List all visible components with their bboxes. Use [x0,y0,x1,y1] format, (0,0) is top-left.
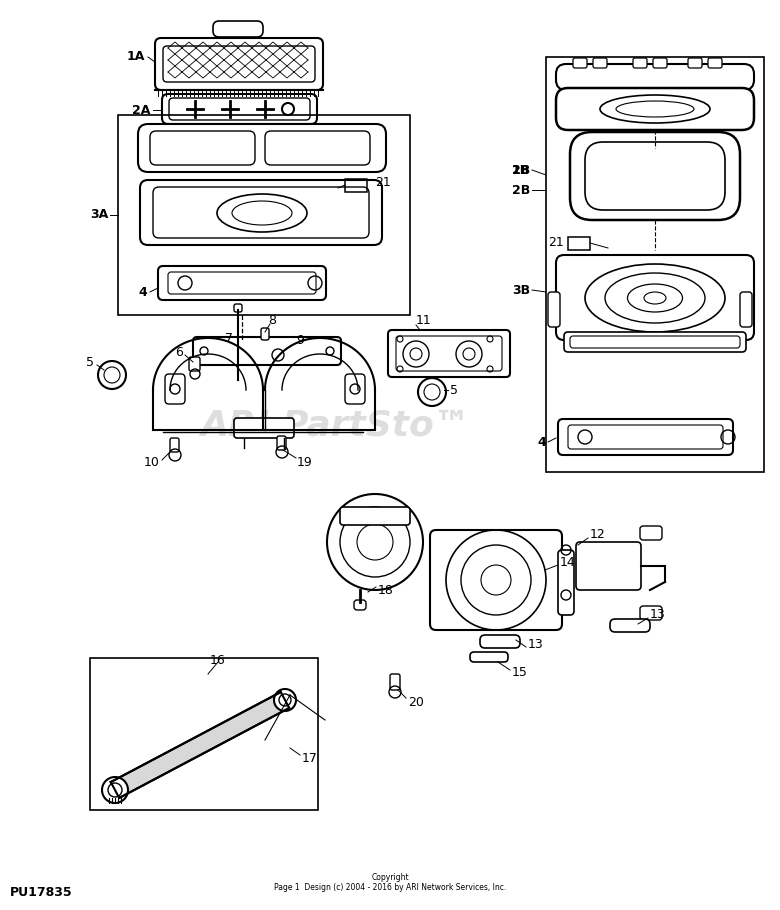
Text: 15: 15 [512,665,528,679]
Text: 11: 11 [416,314,432,327]
Text: 4: 4 [537,436,546,449]
Circle shape [274,689,296,711]
Text: 8: 8 [268,314,276,327]
Text: 1B: 1B [512,164,530,177]
Text: 9: 9 [296,333,304,347]
Text: 3B: 3B [512,284,530,297]
FancyBboxPatch shape [388,330,510,377]
FancyBboxPatch shape [234,418,294,438]
Text: 4: 4 [138,286,147,298]
Text: 5: 5 [86,356,94,369]
FancyBboxPatch shape [158,266,326,300]
Bar [90,658,318,810]
Text: 14: 14 [560,555,576,569]
FancyBboxPatch shape [189,357,200,371]
FancyBboxPatch shape [610,619,650,632]
FancyBboxPatch shape [558,419,733,455]
FancyBboxPatch shape [556,64,754,90]
FancyBboxPatch shape [155,38,323,90]
Text: 17: 17 [302,752,318,764]
FancyBboxPatch shape [340,507,410,525]
FancyBboxPatch shape [573,58,587,68]
Text: 7: 7 [225,331,233,345]
FancyBboxPatch shape [564,332,746,352]
FancyBboxPatch shape [277,436,286,450]
Text: 19: 19 [297,456,313,469]
FancyBboxPatch shape [570,132,740,220]
Text: 16: 16 [210,653,225,666]
FancyBboxPatch shape [261,328,269,340]
Text: 13: 13 [650,609,666,622]
FancyBboxPatch shape [430,530,562,630]
Bar [118,115,410,315]
Text: 10: 10 [144,456,160,469]
FancyBboxPatch shape [576,542,641,590]
Text: 20: 20 [408,695,424,709]
FancyBboxPatch shape [354,600,366,610]
Bar [568,237,590,250]
FancyBboxPatch shape [688,58,702,68]
FancyBboxPatch shape [556,88,754,130]
Text: 21: 21 [548,236,564,248]
FancyBboxPatch shape [170,438,179,452]
Text: 5: 5 [450,383,458,397]
FancyBboxPatch shape [470,652,508,662]
FancyBboxPatch shape [140,180,382,245]
FancyBboxPatch shape [593,58,607,68]
Text: 21: 21 [375,177,391,189]
FancyBboxPatch shape [633,58,647,68]
FancyBboxPatch shape [345,374,365,404]
FancyBboxPatch shape [708,58,722,68]
Text: PU17835: PU17835 [10,885,73,898]
FancyBboxPatch shape [213,21,263,37]
FancyBboxPatch shape [548,292,560,327]
Text: ARI PartSto™: ARI PartSto™ [200,408,470,442]
FancyBboxPatch shape [740,292,752,327]
FancyBboxPatch shape [165,374,185,404]
Text: 2B: 2B [512,184,530,197]
FancyBboxPatch shape [640,606,662,620]
Bar [546,57,764,472]
FancyBboxPatch shape [556,255,754,340]
FancyBboxPatch shape [558,550,574,615]
FancyBboxPatch shape [138,124,386,172]
Bar [345,179,367,192]
FancyBboxPatch shape [653,58,667,68]
Polygon shape [111,692,289,798]
Text: Copyright
Page 1  Design (c) 2004 - 2016 by ARI Network Services, Inc.: Copyright Page 1 Design (c) 2004 - 2016 … [274,873,506,892]
FancyBboxPatch shape [193,337,341,365]
Text: 13: 13 [528,639,544,652]
FancyBboxPatch shape [640,526,662,540]
Text: 12: 12 [590,529,606,541]
Text: 18: 18 [378,583,394,596]
Text: 2A: 2A [132,104,150,116]
FancyBboxPatch shape [162,94,317,124]
Text: 2B: 2B [512,164,530,177]
Circle shape [102,777,128,803]
FancyBboxPatch shape [480,635,520,648]
FancyBboxPatch shape [390,674,400,690]
FancyBboxPatch shape [234,304,242,312]
Text: 3A: 3A [90,208,108,221]
Text: 1A: 1A [126,50,145,64]
Text: 6: 6 [176,346,183,359]
